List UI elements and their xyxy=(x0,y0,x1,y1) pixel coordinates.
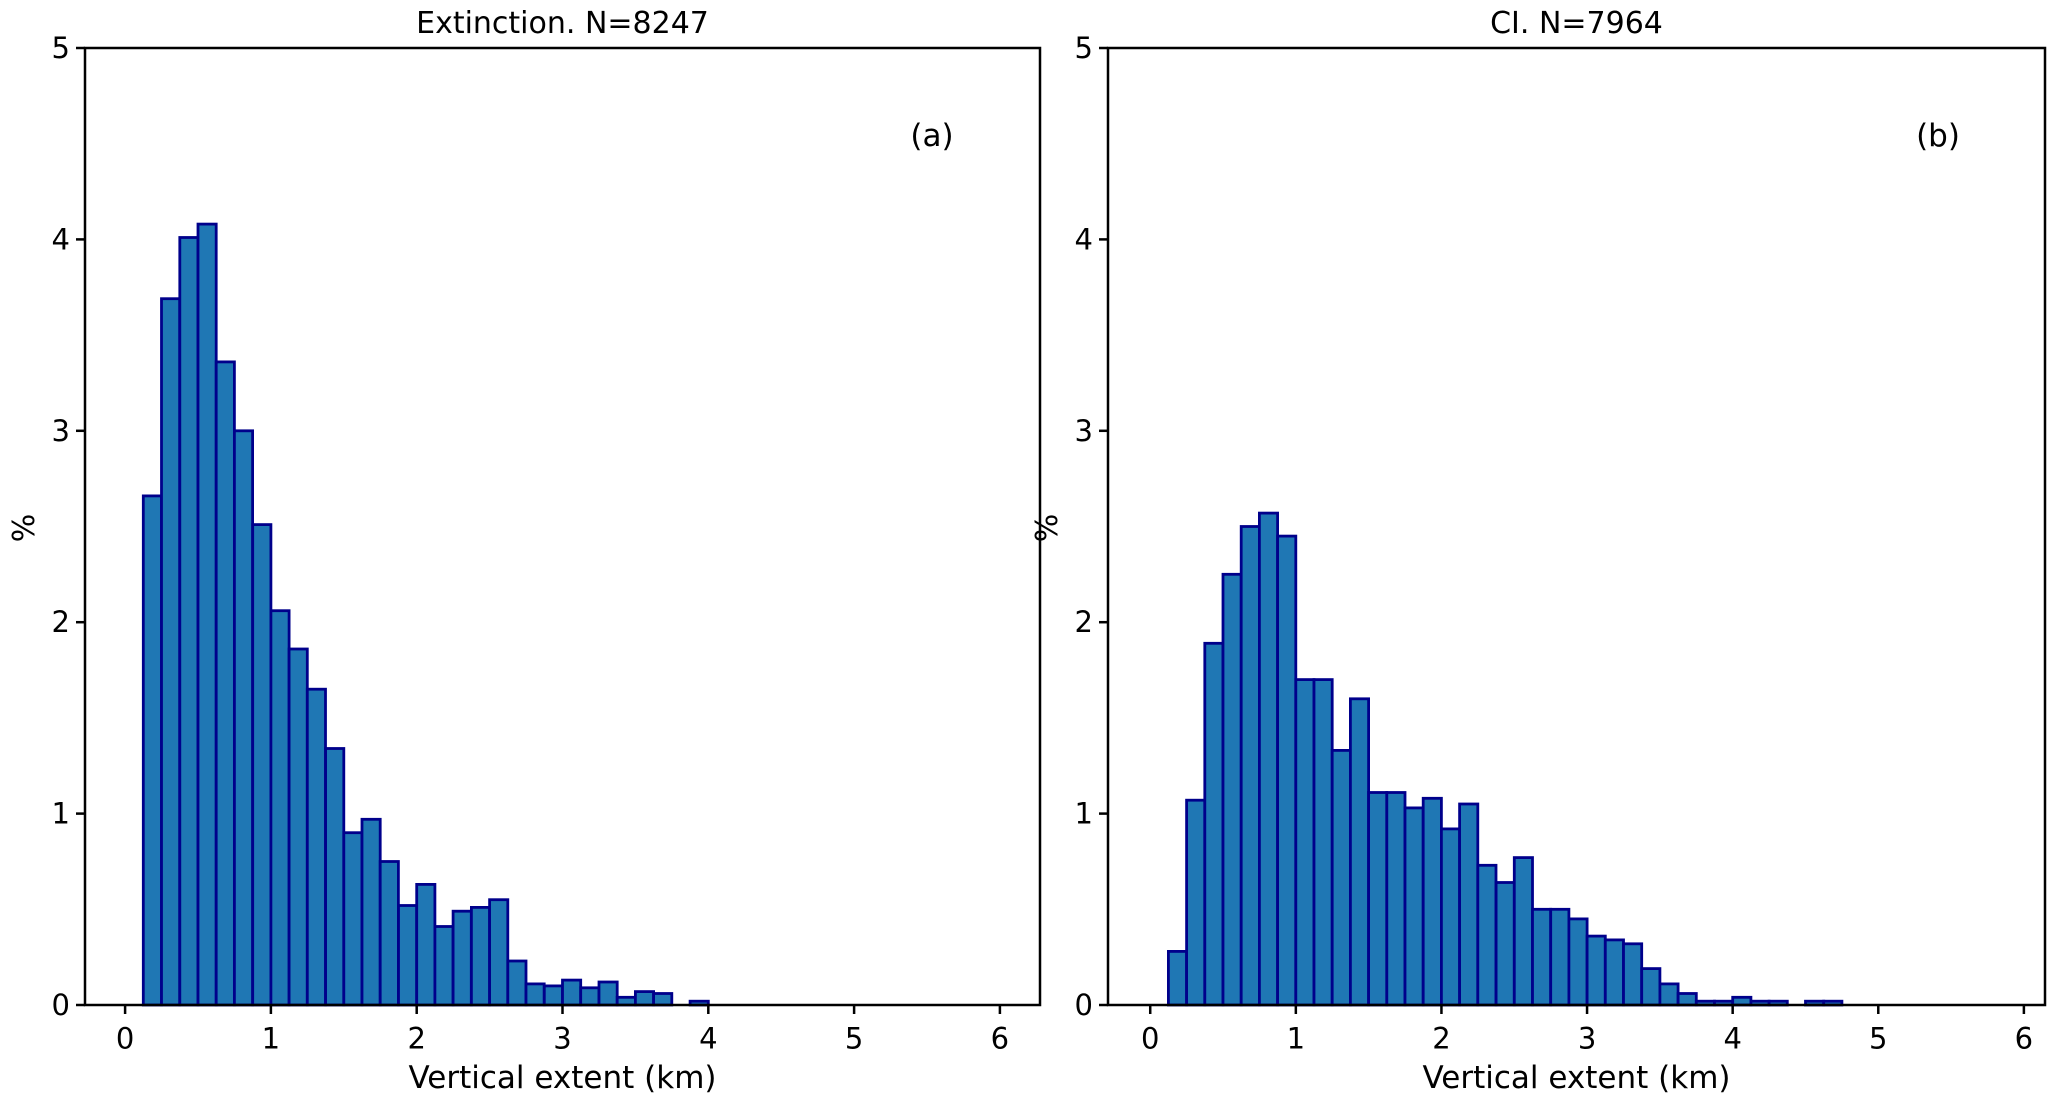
bar xyxy=(1167,950,1189,1007)
bar xyxy=(342,831,364,1007)
bar xyxy=(141,494,163,1007)
bar xyxy=(1494,881,1516,1007)
y-tick-label: 2 xyxy=(52,605,70,639)
bar xyxy=(1203,641,1225,1007)
bar xyxy=(1622,942,1644,1007)
bar xyxy=(597,980,619,1007)
panel-b-xaxis-label: Vertical extent (km) xyxy=(1422,1060,1731,1096)
bar xyxy=(324,747,346,1007)
x-tick-label: 1 xyxy=(1287,1022,1305,1056)
bar xyxy=(579,986,601,1007)
x-tick-label: 3 xyxy=(1578,1022,1596,1056)
bars-a xyxy=(141,222,710,1007)
bar xyxy=(1603,938,1625,1007)
y-tick-label: 4 xyxy=(52,222,70,256)
x-tick-label: 0 xyxy=(1141,1022,1159,1056)
bar xyxy=(378,860,400,1007)
bar xyxy=(1421,796,1443,1007)
y-tick-label: 0 xyxy=(52,988,70,1022)
bar xyxy=(1476,863,1498,1007)
bars-b xyxy=(1167,511,1844,1007)
bar xyxy=(1185,798,1207,1007)
x-tick-label: 4 xyxy=(699,1022,717,1056)
panel-a-annotation: (a) xyxy=(910,118,954,154)
bar xyxy=(1440,827,1462,1007)
bar xyxy=(451,909,473,1007)
bar xyxy=(214,360,236,1007)
bar xyxy=(1640,967,1662,1007)
bar xyxy=(1658,982,1680,1007)
panel-b: 0 1 2 3 4 5 6 0 1 2 3 4 5 xyxy=(1075,31,2047,1056)
bar xyxy=(305,687,327,1007)
x-tick-label: 1 xyxy=(262,1022,280,1056)
bar xyxy=(269,609,291,1007)
bar xyxy=(1458,802,1480,1007)
x-tick-label: 3 xyxy=(553,1022,571,1056)
y-tick-label: 5 xyxy=(52,31,70,65)
y-tick-label: 0 xyxy=(1075,988,1093,1022)
bar xyxy=(251,523,273,1007)
x-tick-label: 0 xyxy=(116,1022,134,1056)
y-tick-label: 3 xyxy=(52,414,70,448)
x-tick-label: 5 xyxy=(1869,1022,1887,1056)
bar xyxy=(433,925,455,1007)
bar xyxy=(160,297,182,1007)
axes-spines xyxy=(1106,46,2047,1007)
bar xyxy=(634,990,656,1007)
bar xyxy=(1330,749,1352,1007)
bar xyxy=(1258,511,1280,1007)
y-tick-label: 4 xyxy=(1075,222,1093,256)
bar xyxy=(506,959,528,1007)
bar xyxy=(360,817,382,1007)
x-tick-label: 2 xyxy=(407,1022,425,1056)
bar xyxy=(1276,534,1298,1007)
panel-a-yaxis-label: % xyxy=(7,513,42,543)
bar xyxy=(1221,572,1243,1007)
y-tick-label: 5 xyxy=(1075,31,1093,65)
bar xyxy=(1367,791,1389,1007)
x-tick-label: 6 xyxy=(991,1022,1009,1056)
bar xyxy=(542,984,564,1007)
panel-b-title: CI. N=7964 xyxy=(1490,6,1663,41)
bar xyxy=(524,982,546,1007)
panel-b-annotation: (b) xyxy=(1916,118,1960,154)
bar xyxy=(196,222,218,1007)
bar xyxy=(232,429,254,1007)
bar xyxy=(397,904,419,1007)
bar xyxy=(1312,678,1334,1007)
bar xyxy=(178,236,200,1007)
x-tick-label: 5 xyxy=(845,1022,863,1056)
panel-a-title: Extinction. N=8247 xyxy=(416,6,709,41)
x-tick-label: 2 xyxy=(1432,1022,1450,1056)
y-tick-label: 1 xyxy=(52,797,70,831)
bar xyxy=(1512,856,1534,1007)
bar xyxy=(469,906,491,1007)
bar xyxy=(561,978,583,1007)
x-tick-label: 4 xyxy=(1723,1022,1741,1056)
bar xyxy=(488,898,510,1007)
y-tick-label: 3 xyxy=(1075,414,1093,448)
bar xyxy=(1567,917,1589,1007)
panel-a-xaxis-label: Vertical extent (km) xyxy=(408,1060,717,1096)
y-tick-label: 1 xyxy=(1075,797,1093,831)
bar xyxy=(1549,907,1571,1007)
bar xyxy=(652,992,674,1007)
bar xyxy=(1349,697,1371,1007)
bar xyxy=(1676,992,1698,1007)
panel-a: 0 1 2 3 4 5 6 0 1 2 3 4 5 xyxy=(52,31,1042,1056)
x-tick-label: 6 xyxy=(2015,1022,2033,1056)
bar xyxy=(415,883,437,1007)
bar xyxy=(1531,907,1553,1007)
bar xyxy=(1403,806,1425,1007)
bar xyxy=(1385,791,1407,1007)
bar xyxy=(1239,525,1261,1007)
bar xyxy=(1585,934,1607,1007)
bar xyxy=(1294,678,1316,1007)
bar xyxy=(287,647,309,1007)
y-tick-label: 2 xyxy=(1075,605,1093,639)
panel-b-yaxis-label: % xyxy=(1030,513,1065,543)
